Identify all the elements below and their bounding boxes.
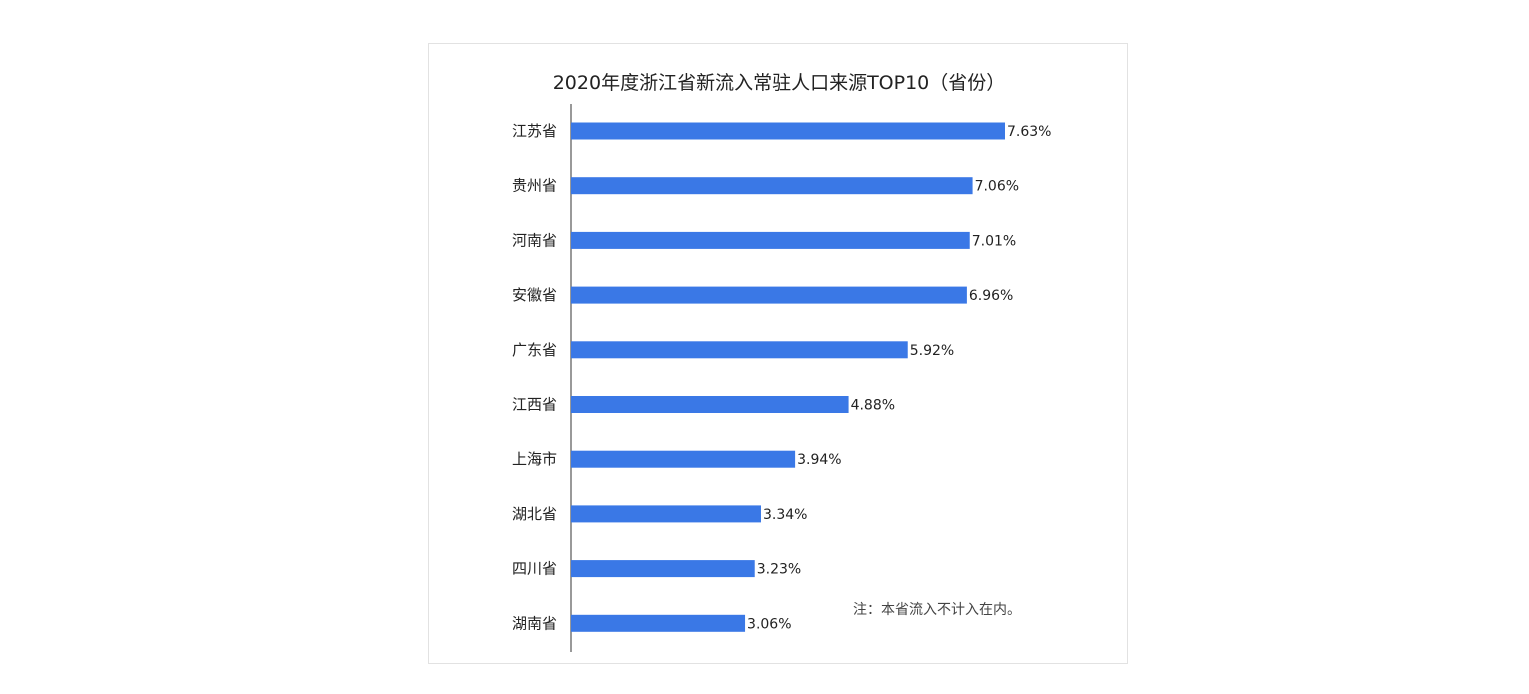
bar [571, 341, 908, 359]
value-label: 7.01% [972, 233, 1016, 249]
value-label: 7.63% [1007, 124, 1051, 140]
bar [571, 505, 761, 523]
category-label: 广东省 [512, 341, 557, 359]
value-label: 5.92% [910, 343, 954, 359]
category-label: 四川省 [512, 560, 557, 578]
value-label: 4.88% [851, 398, 895, 414]
value-label: 3.34% [763, 507, 807, 523]
category-label: 河南省 [512, 231, 557, 249]
bars-group: 江苏省 7.63% 贵州省 7.06% 河南省 7.01% 安徽省 6.96% 广东省 5.92%… [512, 122, 1052, 632]
value-label: 3.06% [747, 616, 791, 632]
bar [571, 396, 849, 413]
bar [571, 231, 970, 249]
value-label: 7.06% [975, 179, 1019, 195]
category-label: 贵州省 [512, 177, 557, 195]
value-label: 3.94% [797, 452, 841, 468]
bar-chart: 2020年度浙江省新流入常驻人口来源TOP10（省份） 江苏省 7.63% 贵州省 7… [512, 72, 1052, 652]
chart-title: 2020年度浙江省新流入常驻人口来源TOP10（省份） [553, 72, 1006, 94]
bar [571, 286, 967, 304]
category-label: 安徽省 [512, 286, 557, 304]
category-label: 上海市 [512, 450, 557, 468]
chart-annotation: 注：本省流入不计入在内。 [853, 602, 1021, 618]
bar [571, 560, 755, 578]
bar [571, 614, 746, 632]
category-label: 江苏省 [512, 122, 557, 140]
value-label: 3.23% [757, 562, 801, 578]
bar [571, 450, 796, 468]
bar [571, 122, 1005, 140]
bar [571, 177, 973, 195]
category-label: 湖南省 [512, 614, 557, 632]
category-label: 江西省 [512, 396, 557, 414]
value-label: 6.96% [969, 288, 1013, 304]
chart-card: 2020年度浙江省新流入常驻人口来源TOP10（省份） 江苏省 7.63% 贵州省 7… [428, 43, 1128, 664]
category-label: 湖北省 [512, 505, 557, 523]
